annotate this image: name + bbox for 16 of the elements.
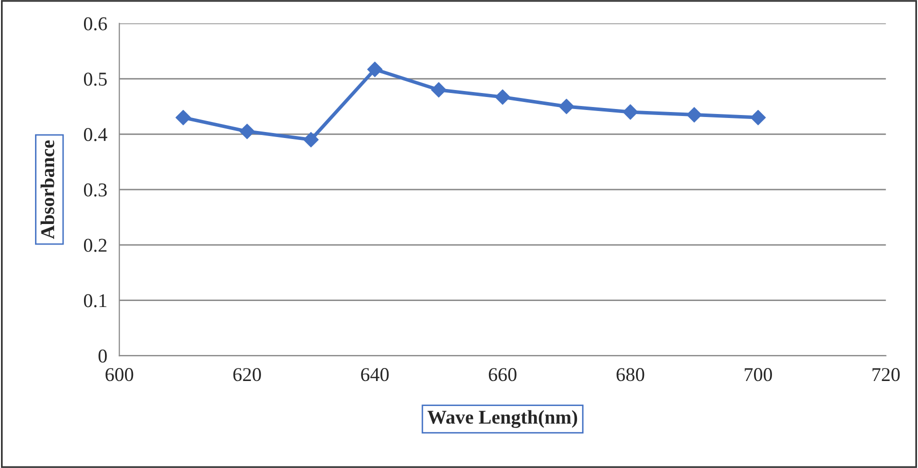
y-tick-label: 0.2 bbox=[84, 238, 106, 252]
y-tick-label: 0.6 bbox=[84, 17, 107, 30]
y-tick-label: 0.3 bbox=[84, 183, 107, 197]
y-tick-label: 0.1 bbox=[84, 294, 106, 308]
x-axis-title: Wave Length(nm) bbox=[428, 410, 578, 428]
x-tick-label: 660 bbox=[488, 368, 516, 382]
x-tick-label: 600 bbox=[106, 368, 134, 382]
x-tick-label: 680 bbox=[616, 368, 644, 382]
x-tick-label: 620 bbox=[233, 368, 261, 382]
y-tick-label: 0.5 bbox=[84, 72, 107, 86]
y-tick-label: 0.4 bbox=[84, 128, 108, 142]
x-tick-label: 700 bbox=[744, 368, 772, 382]
x-tick-label: 720 bbox=[872, 368, 900, 382]
y-axis-title: Absorbance bbox=[40, 140, 54, 240]
y-tick-label: 0 bbox=[98, 349, 107, 363]
x-tick-label: 640 bbox=[361, 368, 389, 382]
